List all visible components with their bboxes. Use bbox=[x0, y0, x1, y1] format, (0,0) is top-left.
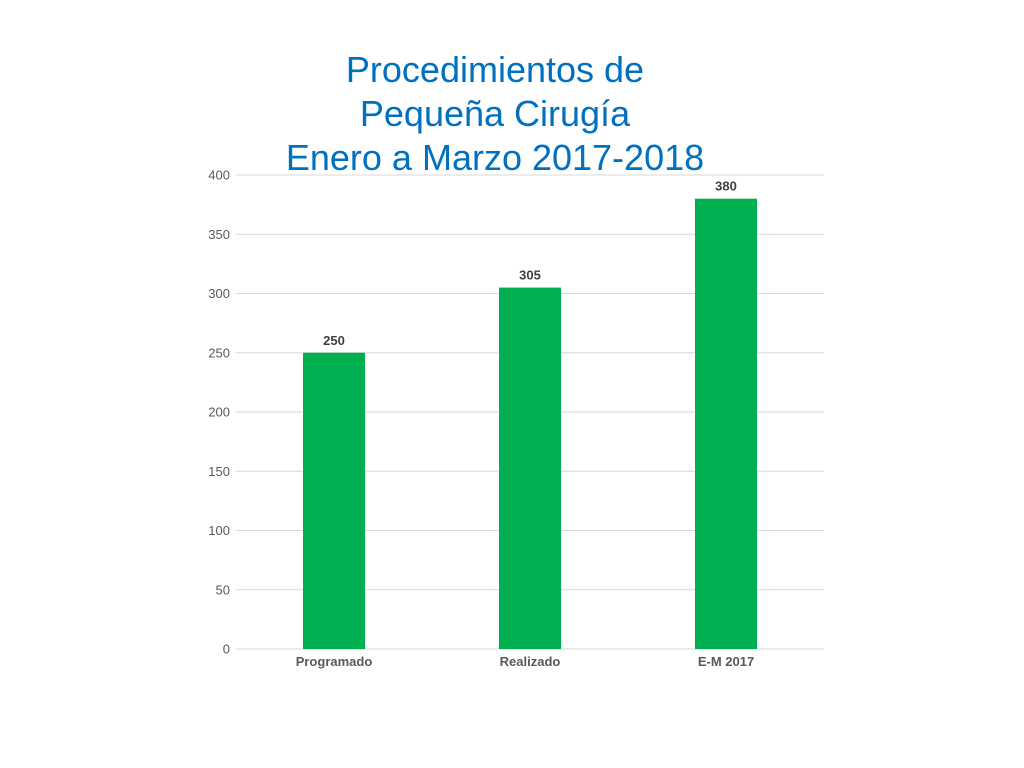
y-tick-label: 50 bbox=[216, 582, 230, 597]
y-tick-label: 0 bbox=[223, 642, 230, 657]
y-tick-label: 150 bbox=[208, 464, 230, 479]
y-tick-label: 250 bbox=[208, 345, 230, 360]
y-axis-tick-labels: 0 50 100 150 200 250 300 350 400 bbox=[208, 168, 230, 657]
data-labels: 250 305 380 bbox=[323, 179, 737, 348]
chart-title: Procedimientos de Pequeña Cirugía Enero … bbox=[200, 48, 790, 180]
data-label: 250 bbox=[323, 333, 345, 348]
y-tick-label: 200 bbox=[208, 405, 230, 420]
bars bbox=[303, 198, 757, 649]
y-tick-label: 100 bbox=[208, 523, 230, 538]
bar bbox=[499, 287, 561, 649]
data-label: 305 bbox=[519, 268, 541, 283]
x-category-label: E-M 2017 bbox=[698, 654, 754, 669]
bar bbox=[303, 352, 365, 649]
y-tick-label: 400 bbox=[208, 168, 230, 183]
x-category-label: Programado bbox=[296, 654, 373, 669]
y-tick-label: 350 bbox=[208, 227, 230, 242]
x-category-label: Realizado bbox=[500, 654, 561, 669]
chart-title-line-3: Enero a Marzo 2017-2018 bbox=[285, 137, 705, 178]
data-label: 380 bbox=[715, 179, 737, 194]
y-tick-label: 300 bbox=[208, 286, 230, 301]
chart-title-line-2: Pequeña Cirugía bbox=[359, 93, 631, 134]
chart-title-line-1: Procedimientos de bbox=[345, 49, 645, 90]
x-axis-category-labels: Programado Realizado E-M 2017 bbox=[296, 654, 754, 669]
bar bbox=[695, 198, 757, 649]
